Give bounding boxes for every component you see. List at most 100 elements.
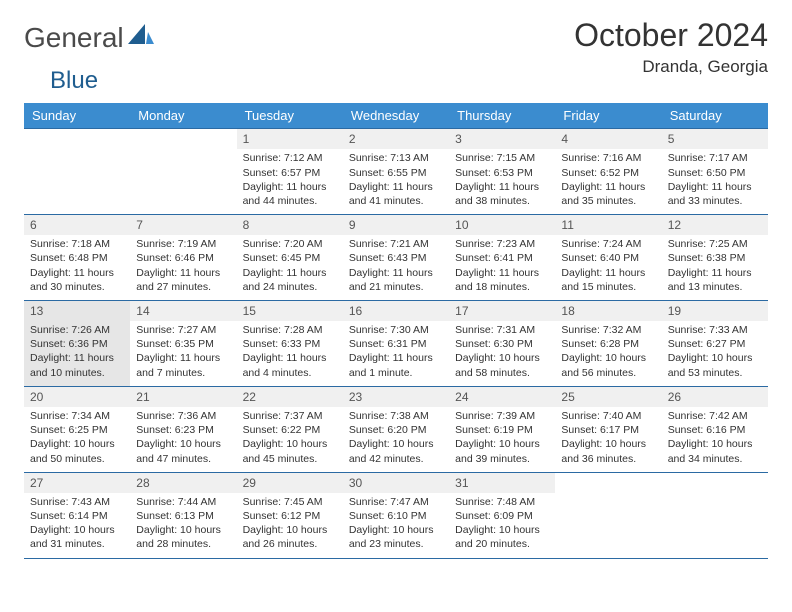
day-details: Sunrise: 7:30 AMSunset: 6:31 PMDaylight:… (343, 321, 449, 386)
sunrise-line: Sunrise: 7:24 AM (561, 237, 655, 251)
sunrise-line: Sunrise: 7:23 AM (455, 237, 549, 251)
sunrise-line: Sunrise: 7:20 AM (243, 237, 337, 251)
day-cell-8: 8 Sunrise: 7:20 AMSunset: 6:45 PMDaylight… (237, 214, 343, 300)
day-number: 26 (662, 387, 768, 407)
daylight-line: Daylight: 11 hours and 33 minutes. (668, 180, 762, 208)
sunrise-line: Sunrise: 7:33 AM (668, 323, 762, 337)
dow-wednesday: Wednesday (343, 103, 449, 128)
day-number: 30 (343, 473, 449, 493)
day-details: Sunrise: 7:39 AMSunset: 6:19 PMDaylight:… (449, 407, 555, 472)
daylight-line: Daylight: 11 hours and 30 minutes. (30, 266, 124, 294)
day-number: 7 (130, 215, 236, 235)
day-cell-24: 24Sunrise: 7:39 AMSunset: 6:19 PMDayligh… (449, 386, 555, 472)
sunset-line: Sunset: 6:19 PM (455, 423, 549, 437)
day-number: 11 (555, 215, 661, 235)
day-number: 18 (555, 301, 661, 321)
day-number: 31 (449, 473, 555, 493)
sunset-line: Sunset: 6:50 PM (668, 166, 762, 180)
sunrise-line: Sunrise: 7:25 AM (668, 237, 762, 251)
sunset-line: Sunset: 6:55 PM (349, 166, 443, 180)
day-cell-21: 21Sunrise: 7:36 AMSunset: 6:23 PMDayligh… (130, 386, 236, 472)
sunset-line: Sunset: 6:16 PM (668, 423, 762, 437)
sunset-line: Sunset: 6:12 PM (243, 509, 337, 523)
day-cell-23: 23Sunrise: 7:38 AMSunset: 6:20 PMDayligh… (343, 386, 449, 472)
sunset-line: Sunset: 6:38 PM (668, 251, 762, 265)
daylight-line: Daylight: 10 hours and 50 minutes. (30, 437, 124, 465)
day-number: 16 (343, 301, 449, 321)
sunset-line: Sunset: 6:13 PM (136, 509, 230, 523)
sunrise-line: Sunrise: 7:42 AM (668, 409, 762, 423)
sunrise-line: Sunrise: 7:39 AM (455, 409, 549, 423)
day-details: Sunrise: 7:48 AMSunset: 6:09 PMDaylight:… (449, 493, 555, 558)
daylight-line: Daylight: 11 hours and 44 minutes. (243, 180, 337, 208)
day-details: Sunrise: 7:25 AMSunset: 6:38 PMDaylight:… (662, 235, 768, 300)
day-details: Sunrise: 7:44 AMSunset: 6:13 PMDaylight:… (130, 493, 236, 558)
sunrise-line: Sunrise: 7:44 AM (136, 495, 230, 509)
location-label: Dranda, Georgia (574, 57, 768, 77)
day-cell-19: 19Sunrise: 7:33 AMSunset: 6:27 PMDayligh… (662, 300, 768, 386)
day-cell-2: 2Sunrise: 7:13 AMSunset: 6:55 PMDaylight… (343, 128, 449, 214)
sunrise-line: Sunrise: 7:12 AM (243, 151, 337, 165)
sunrise-line: Sunrise: 7:17 AM (668, 151, 762, 165)
day-cell-28: 28Sunrise: 7:44 AMSunset: 6:13 PMDayligh… (130, 472, 236, 558)
daylight-line: Daylight: 10 hours and 23 minutes. (349, 523, 443, 551)
sunrise-line: Sunrise: 7:26 AM (30, 323, 124, 337)
day-cell-10: 10Sunrise: 7:23 AMSunset: 6:41 PMDayligh… (449, 214, 555, 300)
sunset-line: Sunset: 6:35 PM (136, 337, 230, 351)
day-cell-20: 20Sunrise: 7:34 AMSunset: 6:25 PMDayligh… (24, 386, 130, 472)
sunrise-line: Sunrise: 7:13 AM (349, 151, 443, 165)
day-cell-12: 12Sunrise: 7:25 AMSunset: 6:38 PMDayligh… (662, 214, 768, 300)
sunset-line: Sunset: 6:09 PM (455, 509, 549, 523)
sunset-line: Sunset: 6:53 PM (455, 166, 549, 180)
sunrise-line: Sunrise: 7:45 AM (243, 495, 337, 509)
dow-thursday: Thursday (449, 103, 555, 128)
daylight-line: Daylight: 11 hours and 38 minutes. (455, 180, 549, 208)
day-details: Sunrise: 7:38 AMSunset: 6:20 PMDaylight:… (343, 407, 449, 472)
day-cell-15: 15Sunrise: 7:28 AMSunset: 6:33 PMDayligh… (237, 300, 343, 386)
sunrise-line: Sunrise: 7:16 AM (561, 151, 655, 165)
sunrise-line: Sunrise: 7:32 AM (561, 323, 655, 337)
sunrise-line: Sunrise: 7:30 AM (349, 323, 443, 337)
daylight-line: Daylight: 10 hours and 36 minutes. (561, 437, 655, 465)
day-details: Sunrise: 7:43 AMSunset: 6:14 PMDaylight:… (24, 493, 130, 558)
brand-sail-icon (128, 24, 154, 51)
daylight-line: Daylight: 11 hours and 24 minutes. (243, 266, 337, 294)
day-cell-26: 26Sunrise: 7:42 AMSunset: 6:16 PMDayligh… (662, 386, 768, 472)
sunset-line: Sunset: 6:14 PM (30, 509, 124, 523)
day-cell-1: 1Sunrise: 7:12 AMSunset: 6:57 PMDaylight… (237, 128, 343, 214)
day-cell-14: 14Sunrise: 7:27 AMSunset: 6:35 PMDayligh… (130, 300, 236, 386)
blank-cell (130, 128, 236, 214)
daylight-line: Daylight: 11 hours and 4 minutes. (243, 351, 337, 379)
sunrise-line: Sunrise: 7:47 AM (349, 495, 443, 509)
day-details: Sunrise: 7:34 AMSunset: 6:25 PMDaylight:… (24, 407, 130, 472)
sunset-line: Sunset: 6:46 PM (136, 251, 230, 265)
daylight-line: Daylight: 10 hours and 58 minutes. (455, 351, 549, 379)
sunset-line: Sunset: 6:10 PM (349, 509, 443, 523)
day-details: Sunrise: 7:21 AMSunset: 6:43 PMDaylight:… (343, 235, 449, 300)
sunset-line: Sunset: 6:40 PM (561, 251, 655, 265)
day-number: 2 (343, 129, 449, 149)
sunrise-line: Sunrise: 7:38 AM (349, 409, 443, 423)
day-details: Sunrise: 7:24 AMSunset: 6:40 PMDaylight:… (555, 235, 661, 300)
sunset-line: Sunset: 6:45 PM (243, 251, 337, 265)
sunset-line: Sunset: 6:28 PM (561, 337, 655, 351)
blank-cell (662, 472, 768, 558)
day-number: 15 (237, 301, 343, 321)
sunset-line: Sunset: 6:41 PM (455, 251, 549, 265)
sunset-line: Sunset: 6:27 PM (668, 337, 762, 351)
day-number: 8 (237, 215, 343, 235)
daylight-line: Daylight: 11 hours and 21 minutes. (349, 266, 443, 294)
day-cell-13: 13Sunrise: 7:26 AMSunset: 6:36 PMDayligh… (24, 300, 130, 386)
daylight-line: Daylight: 10 hours and 56 minutes. (561, 351, 655, 379)
day-cell-3: 3Sunrise: 7:15 AMSunset: 6:53 PMDaylight… (449, 128, 555, 214)
sunrise-line: Sunrise: 7:43 AM (30, 495, 124, 509)
day-cell-31: 31Sunrise: 7:48 AMSunset: 6:09 PMDayligh… (449, 472, 555, 558)
day-number: 27 (24, 473, 130, 493)
sunset-line: Sunset: 6:36 PM (30, 337, 124, 351)
sunset-line: Sunset: 6:48 PM (30, 251, 124, 265)
day-number: 6 (24, 215, 130, 235)
daylight-line: Daylight: 11 hours and 13 minutes. (668, 266, 762, 294)
day-cell-17: 17Sunrise: 7:31 AMSunset: 6:30 PMDayligh… (449, 300, 555, 386)
daylight-line: Daylight: 10 hours and 42 minutes. (349, 437, 443, 465)
day-number: 25 (555, 387, 661, 407)
